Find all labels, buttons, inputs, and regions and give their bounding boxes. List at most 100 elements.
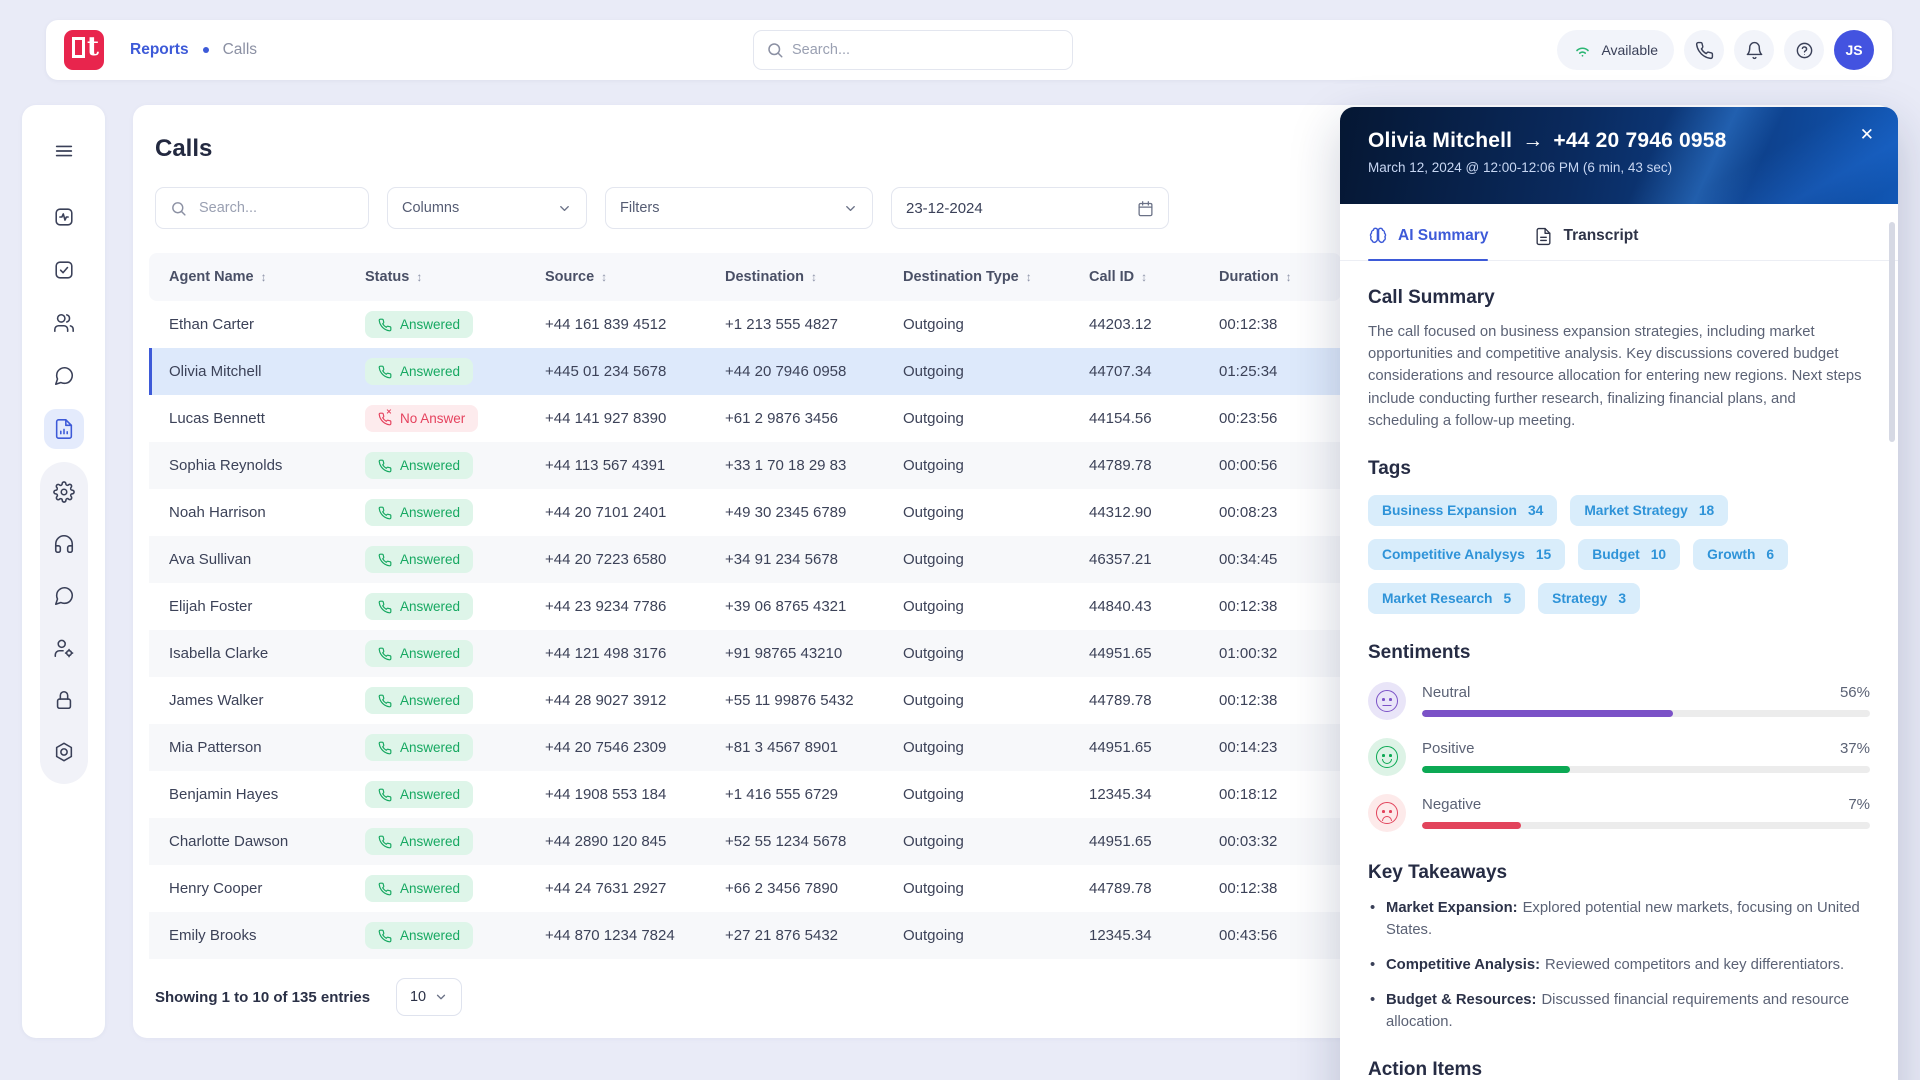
- table-row[interactable]: Olivia Mitchell ✕ Answered +445 01 234 5…: [149, 348, 1341, 395]
- status-badge: ✕ Answered: [365, 593, 474, 620]
- cell-agent-name: Elijah Foster: [169, 598, 253, 615]
- columns-dropdown[interactable]: Columns: [387, 187, 587, 229]
- chevron-down-icon: [843, 201, 858, 216]
- status-badge: ✕ Answered: [365, 687, 474, 714]
- column-header[interactable]: Destination Type ↕: [883, 253, 1069, 301]
- tag-pill[interactable]: Strategy 3: [1538, 582, 1641, 614]
- status-badge: ✕ Answered: [365, 875, 474, 902]
- table-row[interactable]: Mia Patterson ✕ Answered +44 20 7546 230…: [149, 724, 1341, 771]
- activity-icon[interactable]: [44, 197, 84, 237]
- call-detail-panel: Olivia Mitchell → +44 20 7946 0958 March 1…: [1340, 107, 1898, 1080]
- sidebar: [22, 105, 105, 1038]
- cell-call-id: 44789.78: [1089, 692, 1152, 709]
- reports-icon[interactable]: [43, 409, 84, 449]
- column-header[interactable]: Source ↕: [525, 253, 705, 301]
- support-chat-icon[interactable]: [44, 576, 84, 616]
- date-picker[interactable]: 23-12-2024: [891, 187, 1169, 229]
- table-row[interactable]: Ava Sullivan ✕ Answered +44 20 7223 6580…: [149, 536, 1341, 583]
- cell-agent-name: Mia Patterson: [169, 739, 262, 756]
- settings-icon[interactable]: [44, 472, 84, 512]
- table-row[interactable]: James Walker ✕ Answered +44 28 9027 3912…: [149, 677, 1341, 724]
- user-avatar[interactable]: JS: [1834, 30, 1874, 70]
- phone-status-icon: [378, 365, 392, 379]
- menu-icon[interactable]: [44, 131, 84, 171]
- sentiment-row: Neutral 56%: [1368, 681, 1870, 720]
- availability-toggle[interactable]: Available: [1557, 30, 1674, 70]
- global-search-input[interactable]: [792, 42, 1060, 58]
- cell-destination: +91 98765 43210: [725, 645, 843, 662]
- lock-icon[interactable]: [44, 680, 84, 720]
- tag-pill[interactable]: Market Research 5: [1368, 582, 1526, 614]
- cell-duration: 00:43:56: [1219, 927, 1278, 944]
- sentiment-face-icon: [1368, 793, 1406, 832]
- cell-duration: 00:03:32: [1219, 833, 1278, 850]
- user-settings-icon[interactable]: [44, 628, 84, 668]
- column-header[interactable]: Duration ↕: [1199, 253, 1341, 301]
- table-row[interactable]: Noah Harrison ✕ Answered +44 20 7101 240…: [149, 489, 1341, 536]
- cell-source: +44 28 9027 3912: [545, 692, 667, 709]
- cell-destination: +66 2 3456 7890: [725, 880, 839, 897]
- table-row[interactable]: Emily Brooks ✕ Answered +44 870 1234 782…: [149, 912, 1341, 959]
- cell-agent-name: Henry Cooper: [169, 880, 263, 897]
- headset-icon[interactable]: [44, 524, 84, 564]
- tag-pill[interactable]: Budget 10: [1578, 538, 1681, 570]
- table-row[interactable]: Henry Cooper ✕ Answered +44 24 7631 2927…: [149, 865, 1341, 912]
- notifications-button[interactable]: [1734, 30, 1774, 70]
- tags-list: Business Expansion 34 Market Strategy 18 C…: [1368, 494, 1870, 614]
- tab-ai-summary[interactable]: AI Summary: [1368, 226, 1489, 261]
- system-icon[interactable]: [44, 732, 84, 772]
- help-button[interactable]: [1784, 30, 1824, 70]
- app-logo[interactable]: t: [64, 30, 104, 70]
- sentiment-percent: 56%: [1839, 683, 1870, 701]
- tag-pill[interactable]: Growth 6: [1693, 538, 1789, 570]
- column-header[interactable]: Call ID ↕: [1069, 253, 1199, 301]
- chat-icon[interactable]: [44, 356, 84, 396]
- table-row[interactable]: Benjamin Hayes ✕ Answered +44 1908 553 1…: [149, 771, 1341, 818]
- table-search-input[interactable]: [199, 200, 354, 216]
- cell-duration: 00:12:38: [1219, 316, 1278, 333]
- page-title: Calls: [155, 135, 213, 162]
- column-header[interactable]: Status ↕: [345, 253, 525, 301]
- global-search[interactable]: [753, 30, 1073, 70]
- call-detail-header: Olivia Mitchell → +44 20 7946 0958 March 1…: [1340, 107, 1898, 204]
- table-row[interactable]: Isabella Clarke ✕ Answered +44 121 498 3…: [149, 630, 1341, 677]
- cell-call-id: 12345.34: [1089, 786, 1152, 803]
- table-row[interactable]: Sophia Reynolds ✕ Answered +44 113 567 4…: [149, 442, 1341, 489]
- phone-status-icon: [378, 788, 392, 802]
- tab-transcript[interactable]: Transcript: [1534, 226, 1638, 260]
- cell-status: ✕ Answered: [345, 630, 525, 677]
- panel-scrollbar[interactable]: [1889, 222, 1895, 442]
- table-row[interactable]: Elijah Foster ✕ Answered +44 23 9234 778…: [149, 583, 1341, 630]
- cell-agent-name: Isabella Clarke: [169, 645, 269, 662]
- tasks-icon[interactable]: [44, 250, 84, 290]
- phone-status-icon: [378, 412, 392, 426]
- table-body: Ethan Carter ✕ Answered +44 161 839 4512…: [149, 301, 1341, 959]
- tag-pill[interactable]: Market Strategy 18: [1570, 494, 1729, 526]
- breadcrumb-reports[interactable]: Reports: [130, 41, 189, 58]
- table-row[interactable]: Charlotte Dawson ✕ Answered +44 2890 120…: [149, 818, 1341, 865]
- table-row[interactable]: Lucas Bennett ✕ No Answer +44 141 927 83…: [149, 395, 1341, 442]
- tag-pill[interactable]: Competitive Analysys 15: [1368, 538, 1566, 570]
- sort-icon: ↕: [1141, 270, 1148, 284]
- cell-destination: +27 21 876 5432: [725, 927, 839, 944]
- cell-duration: 01:25:34: [1219, 363, 1278, 380]
- dialer-button[interactable]: [1684, 30, 1724, 70]
- cell-destination-type: Outgoing: [903, 880, 964, 897]
- filters-dropdown[interactable]: Filters: [605, 187, 873, 229]
- column-header[interactable]: Destination ↕: [705, 253, 883, 301]
- cell-destination-type: Outgoing: [903, 363, 964, 380]
- breadcrumb-calls[interactable]: Calls: [222, 41, 258, 58]
- column-header[interactable]: Agent Name ↕: [149, 253, 345, 301]
- sentiment-bar: [1422, 709, 1870, 717]
- table-search[interactable]: [155, 187, 369, 229]
- wifi-icon: [1573, 41, 1592, 60]
- page-size-select[interactable]: 10: [396, 978, 463, 1016]
- calls-table: Agent Name ↕ Status ↕ Source ↕ Destination ↕…: [149, 253, 1341, 959]
- cell-agent-name: Sophia Reynolds: [169, 457, 283, 474]
- table-row[interactable]: Ethan Carter ✕ Answered +44 161 839 4512…: [149, 301, 1341, 348]
- tag-pill[interactable]: Business Expansion 34: [1368, 494, 1558, 526]
- call-summary-text: The call focused on business expansion s…: [1368, 324, 1862, 429]
- close-icon[interactable]: ✕: [1859, 125, 1874, 144]
- users-icon[interactable]: [44, 303, 84, 343]
- cell-status: ✕ Answered: [345, 818, 525, 865]
